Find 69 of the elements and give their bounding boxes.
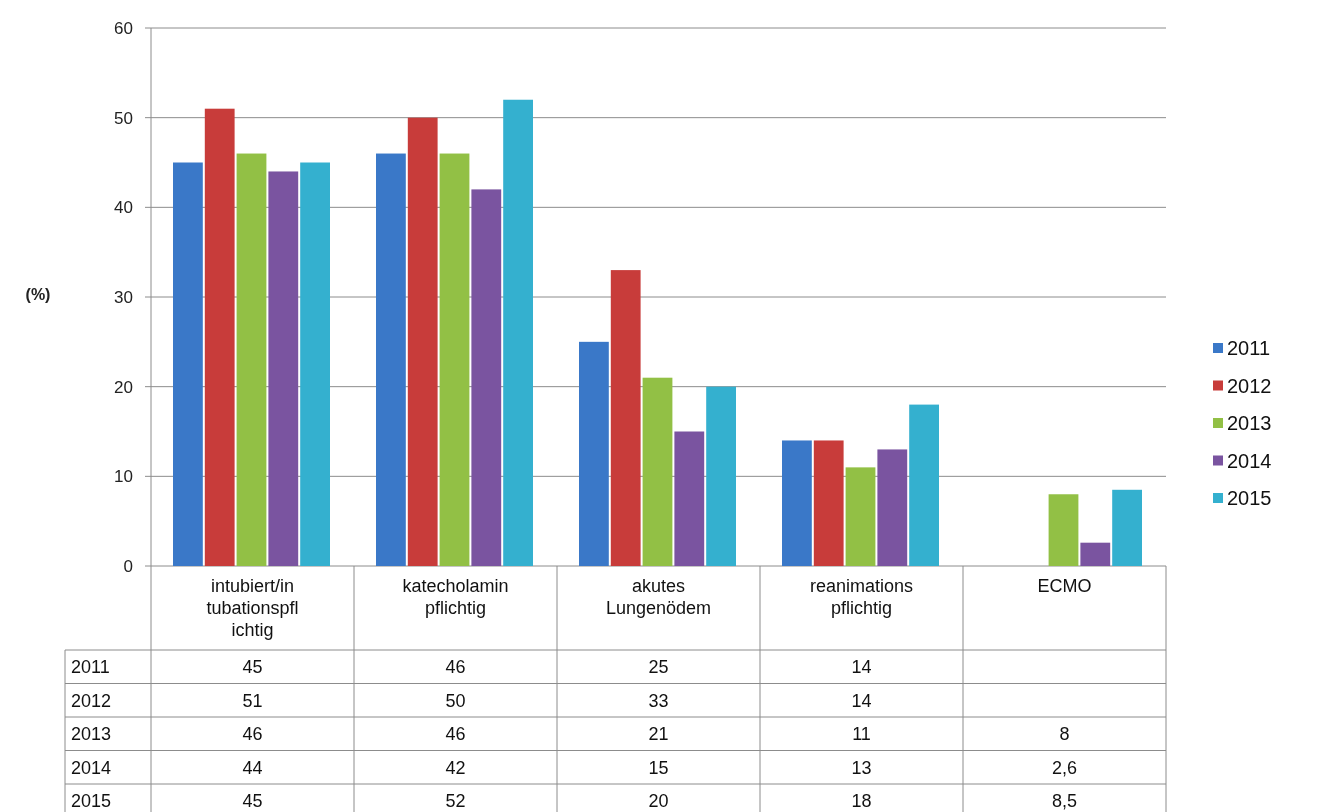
bar	[503, 99, 533, 566]
text: 2012	[71, 690, 112, 711]
data-label: 45	[242, 657, 263, 678]
bar	[674, 431, 705, 566]
bar	[877, 449, 908, 566]
legend-label: 2014	[1227, 449, 1272, 472]
legend-label: 2015	[1227, 487, 1272, 509]
bar	[1048, 494, 1079, 566]
x-tick-label: akutes Lungenödem	[605, 576, 712, 618]
y-tick-label: 50	[114, 108, 133, 128]
legend-label: 2011	[1227, 337, 1271, 359]
data-label: 51	[242, 690, 263, 711]
text: 2015	[71, 791, 112, 812]
bar	[1080, 542, 1111, 566]
data-label: 2,6	[1051, 757, 1078, 778]
data-label: 46	[242, 724, 263, 745]
bar	[300, 162, 330, 566]
data-label: 44	[242, 757, 263, 778]
bar	[236, 153, 267, 566]
text: 2013	[71, 724, 112, 745]
bar	[471, 189, 502, 566]
x-tick-label: reanimationspflichtig	[809, 576, 914, 618]
legend-label: 2012	[1227, 374, 1272, 397]
data-label: 50	[445, 690, 466, 711]
data-label: 14	[851, 657, 872, 678]
data-label: 8,5	[1051, 791, 1078, 812]
bar	[909, 404, 939, 566]
data-label: 18	[851, 791, 872, 812]
y-tick-label: 0	[123, 556, 133, 576]
bar	[813, 440, 844, 566]
y-tick-label: 60	[114, 18, 133, 38]
y-tick-label: 40	[114, 198, 133, 218]
data-label: 33	[648, 690, 669, 711]
data-label: 21	[648, 724, 669, 745]
data-label: 52	[445, 791, 466, 812]
y-tick-label: 10	[114, 467, 133, 487]
bar	[439, 153, 470, 566]
bar	[782, 440, 812, 566]
data-label: 45	[242, 791, 263, 812]
data-label: 42	[445, 757, 466, 778]
bar	[376, 153, 406, 566]
y-tick-label: 20	[114, 377, 133, 397]
data-label: 46	[445, 657, 466, 678]
y-tick-label: 30	[114, 287, 133, 307]
y-axis-title: (%)	[25, 286, 51, 303]
data-label: 15	[648, 757, 669, 778]
bar	[610, 270, 641, 566]
bar	[204, 108, 235, 566]
bar	[1112, 489, 1142, 566]
text: 2011	[71, 657, 110, 678]
data-label: 25	[648, 657, 669, 678]
bar	[642, 377, 673, 566]
data-label: 14	[851, 690, 872, 711]
bar	[173, 162, 203, 566]
x-tick-label: intubiert/intubationspflichtig	[206, 576, 299, 640]
bar	[706, 386, 736, 566]
data-label: 11	[852, 724, 871, 745]
x-tick-label: katecholaminpflichtig	[402, 576, 509, 618]
data-label: 8	[1059, 724, 1070, 745]
legend-label: 2013	[1227, 412, 1272, 434]
data-label: 46	[445, 724, 466, 745]
bar	[268, 171, 299, 566]
bar	[407, 117, 438, 566]
x-tick-label: ECMO	[1037, 576, 1092, 596]
bar	[845, 467, 876, 566]
text: 2014	[71, 757, 112, 778]
data-label: 20	[648, 791, 669, 812]
data-label: 13	[851, 757, 872, 778]
bar	[579, 341, 609, 566]
